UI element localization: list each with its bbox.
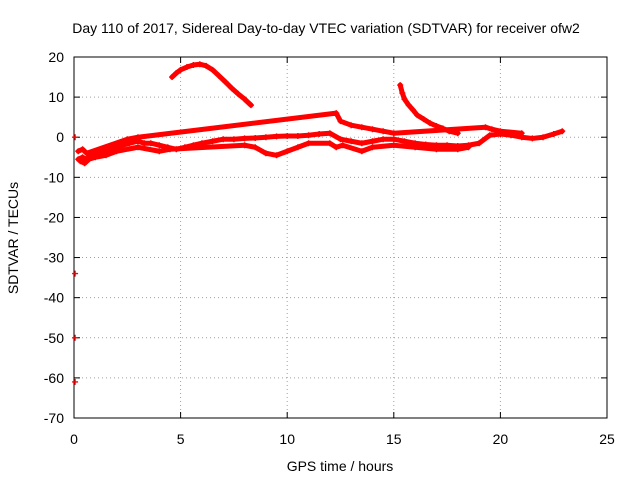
data-point [72, 270, 79, 277]
series-descending-tail [397, 82, 461, 137]
plot-frame [73, 56, 608, 419]
y-tick-label: -60 [44, 370, 64, 386]
y-tick-label: -40 [44, 290, 64, 306]
y-tick-label: -50 [44, 330, 64, 346]
series-trace [169, 61, 254, 108]
axes-frame [73, 56, 608, 419]
x-tick-label: 5 [177, 431, 185, 447]
y-tick-label: 20 [48, 49, 64, 65]
y-tick-label: -30 [44, 250, 64, 266]
x-tick-label: 0 [70, 431, 78, 447]
x-tick-label: 20 [493, 431, 509, 447]
series-edge-marks [72, 134, 79, 385]
tick-labels: 0 5 10 15 20 25 -70 -60 -50 -40 -30 -20 -10 0 10 20 [44, 49, 615, 447]
series-lower-spread [77, 140, 472, 167]
data-point [72, 134, 79, 141]
series-trace [75, 110, 525, 156]
y-tick-label: 0 [56, 129, 64, 145]
x-axis-label: GPS time / hours [287, 458, 394, 474]
data-point [72, 378, 79, 385]
x-tick-label: 15 [386, 431, 402, 447]
series-trace [75, 128, 565, 162]
x-tick-label: 25 [599, 431, 615, 447]
y-tick-label: -20 [44, 209, 64, 225]
series-upper-spread [75, 110, 525, 157]
y-tick-label: -70 [44, 410, 64, 426]
x-tick-label: 10 [279, 431, 295, 447]
y-axis-label: SDTVAR / TECUs [5, 182, 21, 294]
series-upper-arc [169, 61, 254, 109]
y-tick-label: 10 [48, 89, 64, 105]
series-trace [77, 140, 471, 166]
series-trace [397, 82, 461, 136]
data-points [72, 61, 566, 385]
y-tick-label: -10 [44, 169, 64, 185]
chart-title: Day 110 of 2017, Sidereal Day-to-day VTE… [72, 20, 580, 36]
data-point [72, 334, 79, 341]
